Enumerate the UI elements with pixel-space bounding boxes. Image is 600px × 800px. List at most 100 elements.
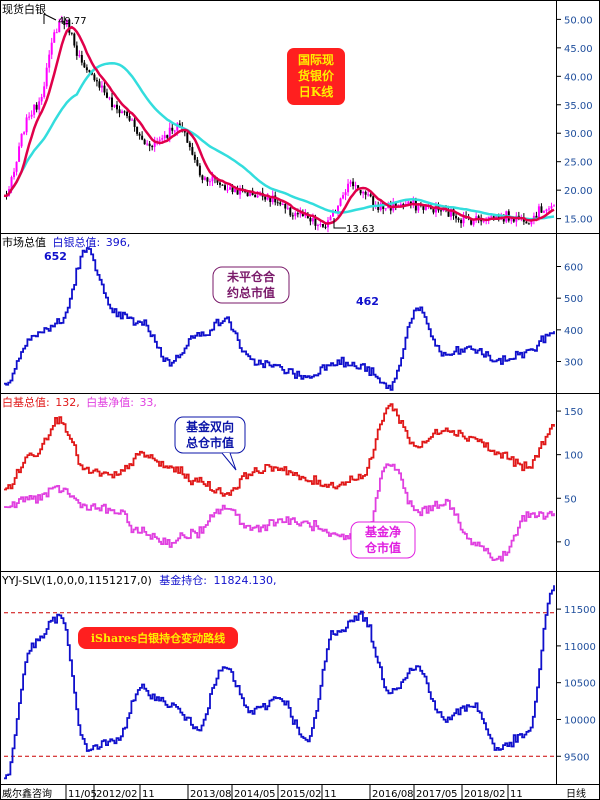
candle-body [472, 219, 475, 225]
candle-body [25, 117, 28, 133]
market-value-series-line [4, 247, 555, 391]
candle-body [455, 215, 458, 219]
candle-body [198, 165, 201, 176]
etf-holdings-ytick-label: 9500 [564, 752, 589, 763]
panel-fund-value: 150 100 50 0 [4, 403, 583, 562]
spot-silver-ytick-label: 40.00 [564, 72, 593, 83]
panel4-title: YYJ-SLV(1,0,0,0,1151217,0) 基金持仓: 11824.1… [1, 573, 276, 587]
panel-market-value: 600 500 400 300 [4, 247, 583, 391]
candle-body [537, 206, 540, 219]
candle-body [331, 211, 334, 217]
candle-body [525, 221, 528, 224]
candle-body [490, 216, 493, 218]
candle-body [206, 177, 209, 182]
candle-body [178, 123, 181, 127]
etf-holdings-ytick-label: 10500 [564, 679, 596, 690]
x-tick-label: 11 [510, 789, 523, 800]
low-price-label: 13.63 [346, 224, 375, 235]
low-pointer [333, 218, 346, 229]
candle-body [321, 223, 324, 227]
candle-body [151, 146, 154, 148]
x-tick-label: 2015/02 [280, 789, 322, 800]
spot-silver-badge-line1: 国际现 [298, 53, 334, 67]
market-value-peak-label-2: 462 [356, 295, 379, 308]
candle-body [342, 195, 345, 199]
candle-body [55, 32, 58, 34]
candle-body [377, 204, 380, 210]
fund-value-ytick-label: 50 [564, 494, 577, 505]
spot-silver-ytick-label: 45.00 [564, 44, 593, 55]
candle-body [113, 104, 116, 108]
candle-body [196, 159, 199, 166]
candle-body [344, 192, 347, 196]
candle-body [369, 194, 372, 197]
candle-body [28, 116, 31, 118]
candle-body [246, 192, 249, 197]
candle-body [126, 111, 129, 117]
ishares-badge-label: iShares白银持仓变动路线 [91, 631, 225, 645]
candle-body [372, 196, 375, 207]
candle-body [450, 209, 453, 217]
candle-body [60, 20, 63, 22]
candle-body [452, 209, 455, 216]
candle-body [136, 126, 139, 134]
candle-body [553, 205, 555, 207]
candle-body [364, 191, 367, 195]
candle-body [218, 182, 221, 185]
candle-body [58, 21, 61, 33]
candle-body [201, 175, 204, 180]
candle-body [357, 185, 360, 191]
etf-holdings-series-line [4, 585, 555, 780]
panel1-title: 现货白银 [2, 2, 46, 16]
candle-body [43, 86, 46, 98]
candle-body [329, 216, 332, 221]
fund-value-ytick-label: 150 [564, 407, 583, 418]
candle-body [460, 219, 463, 224]
candle-body [73, 33, 76, 46]
fund-gross-callout-pointer [221, 452, 237, 471]
candle-body [191, 147, 194, 155]
candle-body [316, 225, 319, 227]
candle-body [535, 215, 538, 219]
candle-body [271, 195, 274, 203]
fund-value-ytick-label: 0 [564, 538, 570, 549]
candle-body [176, 123, 179, 131]
candle-body [18, 146, 21, 162]
x-axis-ticks: 11/05 2012/02 11 2013/08 2014/05 2015/02 11 201… [65, 785, 523, 800]
x-tick-label: 11/05 [68, 789, 97, 800]
candle-body [249, 190, 252, 197]
candle-body [63, 20, 66, 25]
candle-body [434, 205, 437, 213]
x-axis-period-label: 日线 [566, 787, 586, 800]
candle-body [269, 197, 272, 203]
candle-body [216, 178, 219, 183]
candle-body [547, 208, 550, 210]
panel-etf-holdings: 11500 11000 10500 10000 9500 [4, 585, 596, 780]
candle-body [100, 85, 103, 88]
candle-body [319, 223, 322, 226]
long-moving-average-line [3, 62, 555, 221]
candle-body [116, 104, 119, 110]
candle-body [349, 181, 352, 184]
candle-body [264, 196, 267, 200]
candle-body [362, 191, 365, 194]
high-price-label: 49.77 [58, 16, 87, 27]
x-tick-label: 2016/08 [372, 789, 414, 800]
candle-body [15, 161, 18, 172]
candle-body [439, 210, 442, 212]
candle-body [347, 183, 350, 193]
spot-silver-badge-line3: 日K线 [299, 84, 333, 99]
candle-body [234, 188, 237, 192]
market-value-ytick-label: 500 [564, 294, 583, 305]
candle-body [141, 135, 144, 140]
etf-holdings-ytick-label: 11500 [564, 605, 596, 616]
candle-body [256, 195, 259, 198]
candle-body [399, 204, 402, 207]
candle-body [352, 181, 355, 187]
candle-body [339, 198, 342, 206]
candle-body [497, 215, 500, 220]
candle-body [70, 32, 73, 34]
fund-net-series-line [4, 463, 555, 562]
x-tick-label: 2018/02 [464, 789, 506, 800]
